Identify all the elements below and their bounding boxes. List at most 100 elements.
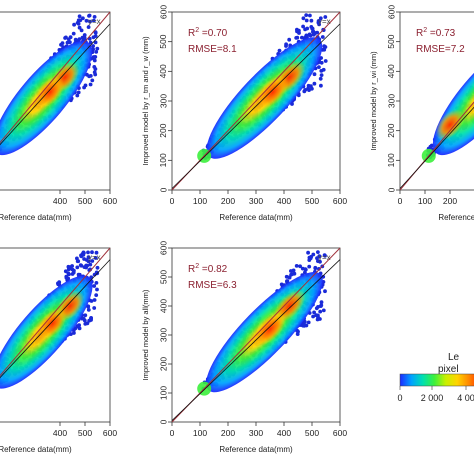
x-tick-label: 0	[170, 428, 175, 438]
panel-4: y=x 400 500 600 Reference data(mm)	[0, 247, 117, 454]
identity-label: y=x	[88, 17, 101, 26]
data-point	[80, 316, 84, 321]
data-point	[76, 90, 81, 95]
y-tick-label: 100	[158, 153, 168, 167]
data-point	[310, 86, 314, 91]
data-point	[93, 67, 98, 71]
data-point	[319, 60, 324, 65]
data-point	[318, 16, 323, 21]
x-ticks: 0 100 200	[398, 190, 457, 206]
data-point	[302, 319, 307, 324]
data-point	[72, 22, 76, 27]
x-tick-label: 600	[333, 428, 347, 438]
data-point	[88, 74, 93, 78]
y-ticks: 0 100 200 300 400 500 600	[158, 5, 172, 192]
data-point	[83, 83, 88, 88]
data-point	[428, 144, 433, 149]
rmse-annotation: RMSE=8.1	[188, 44, 237, 55]
x-tick-label: 600	[103, 196, 117, 206]
data-point	[316, 313, 320, 318]
data-point	[75, 93, 80, 98]
y-axis-label: Improved model by r_wi (mm)	[369, 51, 378, 151]
y-tick-label: 600	[386, 5, 396, 19]
data-point	[86, 304, 91, 309]
data-point	[66, 264, 71, 269]
data-point	[76, 272, 81, 277]
x-tick-label: 500	[78, 196, 92, 206]
data-point	[87, 14, 91, 18]
data-point	[302, 89, 307, 94]
data-point	[94, 293, 99, 297]
data-point	[319, 303, 324, 308]
data-point	[79, 263, 84, 268]
x-ticks: 400 500 600	[53, 190, 117, 206]
x-tick-label: 600	[103, 428, 117, 438]
fit-line	[399, 106, 474, 189]
data-point	[94, 281, 99, 285]
density-core	[435, 109, 465, 141]
data-point	[316, 250, 320, 255]
data-point	[89, 317, 93, 322]
density-core	[256, 75, 289, 109]
data-point	[303, 27, 307, 32]
identity-line	[171, 11, 341, 191]
data-point	[323, 253, 327, 258]
fit-line	[0, 259, 111, 379]
data-point	[303, 270, 307, 275]
data-point	[322, 44, 327, 49]
legend-colorbar	[399, 373, 474, 387]
y-ticks: 0 100 200 300 400 500 600	[158, 241, 172, 424]
data-point	[317, 65, 321, 69]
x-tick-label: 0	[398, 196, 403, 206]
data-point	[75, 265, 80, 270]
x-tick-label: 300	[249, 196, 263, 206]
data-point	[321, 308, 326, 313]
y-tick-label: 600	[158, 241, 168, 255]
x-axis-label: Reference data(mm)	[219, 213, 293, 222]
density-core	[35, 76, 65, 108]
data-point	[304, 323, 309, 328]
data-point	[83, 313, 88, 318]
data-point	[287, 37, 292, 42]
data-point	[66, 37, 71, 42]
x-ticks: 400 500 600	[53, 422, 117, 438]
fit-line	[0, 23, 111, 146]
data-point	[307, 258, 312, 262]
data-point	[88, 40, 93, 45]
data-point	[301, 24, 305, 29]
data-point	[86, 25, 91, 29]
data-point	[88, 262, 93, 267]
data-point	[309, 18, 314, 23]
data-point	[93, 30, 98, 34]
data-point	[301, 16, 306, 21]
data-point	[287, 275, 291, 280]
data-point	[77, 14, 82, 19]
data-point	[309, 254, 314, 259]
x-tick-label: 200	[443, 196, 457, 206]
data-point	[93, 40, 98, 45]
legend-tick-label: 2 000	[421, 393, 444, 403]
data-point	[88, 82, 93, 87]
data-point	[92, 15, 97, 19]
panel-5: y=x R2 =0.82 RMSE=6.3 0 100 200 300 400 500 600 0 1…	[141, 241, 347, 454]
x-axis-label: Reference data(mm)	[219, 445, 293, 454]
y-tick-label: 500	[158, 270, 168, 284]
r2-annotation: R2 =0.73	[416, 27, 456, 39]
data-point	[70, 264, 74, 268]
data-point	[82, 318, 87, 323]
data-point	[63, 36, 67, 40]
data-point	[323, 289, 327, 294]
x-axis-label: Reference data(mm)	[0, 445, 72, 454]
data-point	[72, 268, 76, 273]
fit-line	[171, 259, 341, 421]
y-tick-label: 300	[158, 94, 168, 108]
data-point	[306, 250, 310, 255]
x-tick-label: 500	[78, 428, 92, 438]
data-point	[91, 47, 95, 52]
data-point	[76, 21, 81, 26]
data-point	[322, 47, 327, 52]
data-point	[89, 299, 94, 303]
data-point	[321, 28, 326, 32]
panels: y=x 400 500 600 Reference data(mm) y=x R2 =0.7…	[0, 5, 474, 454]
rmse-annotation: RMSE=6.3	[188, 280, 237, 291]
